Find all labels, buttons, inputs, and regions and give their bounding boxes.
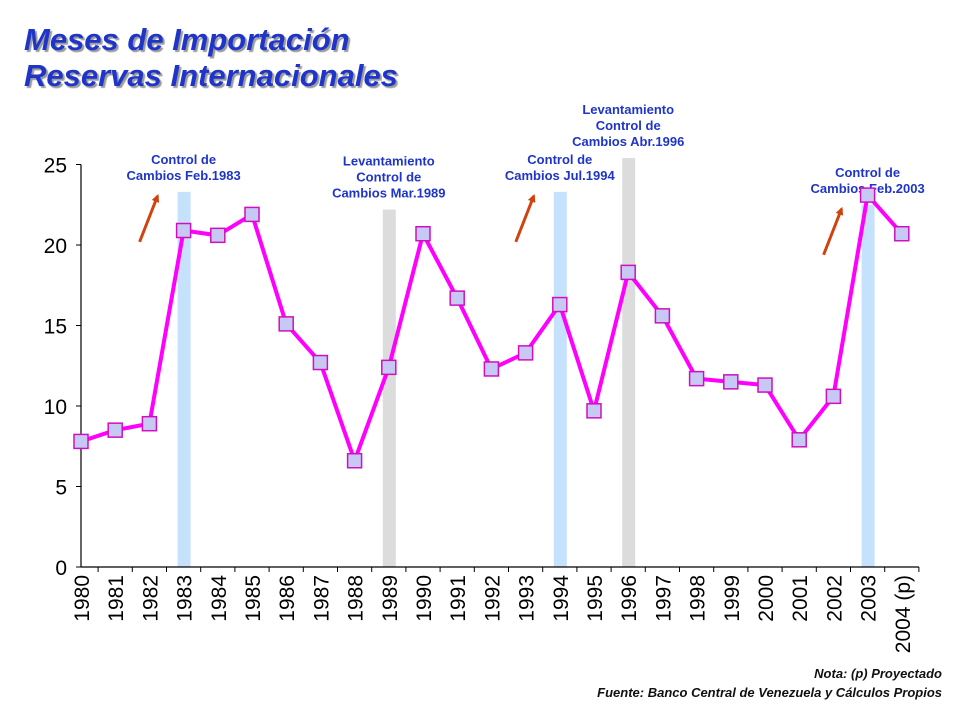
band-control-2003 xyxy=(861,204,875,567)
y-tick-label: 25 xyxy=(44,155,67,178)
x-tick-label: 1983 xyxy=(174,575,197,622)
band-levantamiento-1996 xyxy=(622,158,636,567)
band-label-1994: Cambios Jul.1994 xyxy=(505,168,616,183)
data-point-2000 xyxy=(757,377,773,393)
y-tick-label: 0 xyxy=(55,557,67,580)
data-point-1988 xyxy=(346,452,363,469)
data-point-1984 xyxy=(210,227,226,244)
chart-title: Meses de Importación Reservas Internacio… xyxy=(24,22,398,94)
data-point-1980 xyxy=(73,433,89,450)
note-projected: Nota: (p) Proyectado xyxy=(814,666,942,681)
x-tick-label: 2000 xyxy=(755,575,778,622)
y-tick-label: 10 xyxy=(44,396,67,419)
data-point-1982 xyxy=(141,415,158,432)
band-label-1983: Cambios Feb.1983 xyxy=(127,168,241,183)
data-point-1999 xyxy=(723,374,739,390)
x-tick-label: 2001 xyxy=(789,575,812,622)
data-point-1983 xyxy=(175,222,192,239)
y-tick-label: 20 xyxy=(44,235,67,258)
data-point-1981 xyxy=(107,422,123,438)
data-point-1996 xyxy=(620,264,636,281)
data-point-2001 xyxy=(791,432,807,448)
x-tick-label: 1997 xyxy=(652,575,675,622)
band-label-1994: Control de xyxy=(527,152,592,167)
data-point-1989 xyxy=(381,359,397,376)
y-tick-label: 15 xyxy=(44,316,67,339)
x-tick-label: 1980 xyxy=(71,575,94,622)
data-point-2003 xyxy=(859,187,876,203)
x-tick-label: 1999 xyxy=(721,575,744,622)
x-tick-label: 1991 xyxy=(447,575,470,622)
x-tick-label: 1985 xyxy=(242,575,265,622)
data-point-1997 xyxy=(654,308,671,324)
band-label-1996: Levantamiento xyxy=(582,102,674,117)
x-tick-label: 1984 xyxy=(208,575,231,622)
band-control-1983 xyxy=(177,191,191,567)
data-point-1998 xyxy=(688,370,705,387)
data-point-2002 xyxy=(825,388,842,405)
data-point-1993 xyxy=(517,345,534,361)
band-label-1996: Control de xyxy=(596,118,661,133)
band-label-1996: Cambios Abr.1996 xyxy=(572,134,684,149)
x-tick-label: 1993 xyxy=(516,575,539,622)
arrow-1983 xyxy=(138,194,160,243)
x-tick-label: 1987 xyxy=(310,575,333,622)
data-point-1992 xyxy=(483,361,500,377)
x-tick-label: 2003 xyxy=(858,575,881,622)
data-point-1986 xyxy=(278,316,294,332)
x-tick-label: 1998 xyxy=(687,575,710,622)
series-line xyxy=(80,193,904,463)
data-point-1995 xyxy=(586,403,602,419)
band-levantamiento-1989 xyxy=(382,209,396,567)
x-tick-label: 2002 xyxy=(823,575,846,622)
x-tick-label: 1996 xyxy=(618,575,641,622)
arrow-2003 xyxy=(822,206,844,256)
x-tick-label: 1986 xyxy=(276,575,299,622)
x-tick-label: 1981 xyxy=(105,575,128,622)
band-control-1994 xyxy=(553,191,567,567)
data-point-1991 xyxy=(449,290,465,306)
x-tick-label: 1989 xyxy=(379,575,402,622)
x-tick-label: 1995 xyxy=(584,575,607,622)
x-tick-label: 1990 xyxy=(413,575,436,622)
arrow-1994 xyxy=(514,194,536,243)
x-tick-label: 1982 xyxy=(139,575,162,622)
x-tick-label: 2004 (p) xyxy=(892,575,915,653)
x-tick-label: 1988 xyxy=(345,575,368,622)
footnote: Nota: (p) Proyectado Fuente: Banco Centr… xyxy=(597,664,942,702)
note-source: Fuente: Banco Central de Venezuela y Cál… xyxy=(597,685,942,700)
x-tick-label: 1994 xyxy=(550,575,573,622)
data-point-1987 xyxy=(312,354,329,371)
band-label-1989: Levantamiento xyxy=(343,154,435,169)
title-line-1: Meses de Importación xyxy=(24,22,350,57)
title-line-2: Reservas Internacionales xyxy=(24,58,398,93)
band-label-1989: Cambios Mar.1989 xyxy=(332,186,445,201)
data-point-1990 xyxy=(415,225,431,242)
band-label-1983: Control de xyxy=(151,152,216,167)
data-point-2004p xyxy=(894,225,910,242)
x-tick-label: 1992 xyxy=(481,575,504,622)
data-point-1994 xyxy=(552,296,568,313)
y-tick-label: 5 xyxy=(55,477,67,500)
band-label-2003: Control de xyxy=(835,165,900,180)
data-point-1985 xyxy=(244,206,260,223)
band-label-1989: Control de xyxy=(356,170,421,185)
